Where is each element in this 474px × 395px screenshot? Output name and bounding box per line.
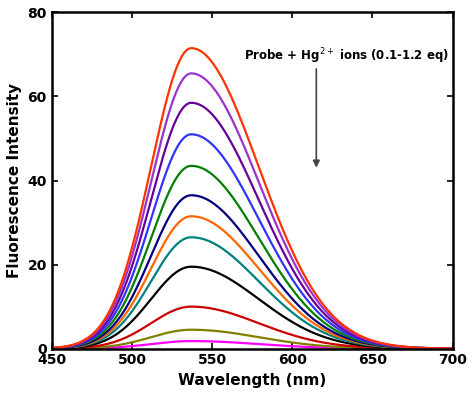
X-axis label: Wavelength (nm): Wavelength (nm) [178,373,326,388]
Text: Probe + Hg$^{2+}$ ions (0.1-1.2 eq): Probe + Hg$^{2+}$ ions (0.1-1.2 eq) [244,46,449,66]
Y-axis label: Fluorescence Intensity: Fluorescence Intensity [7,83,22,278]
